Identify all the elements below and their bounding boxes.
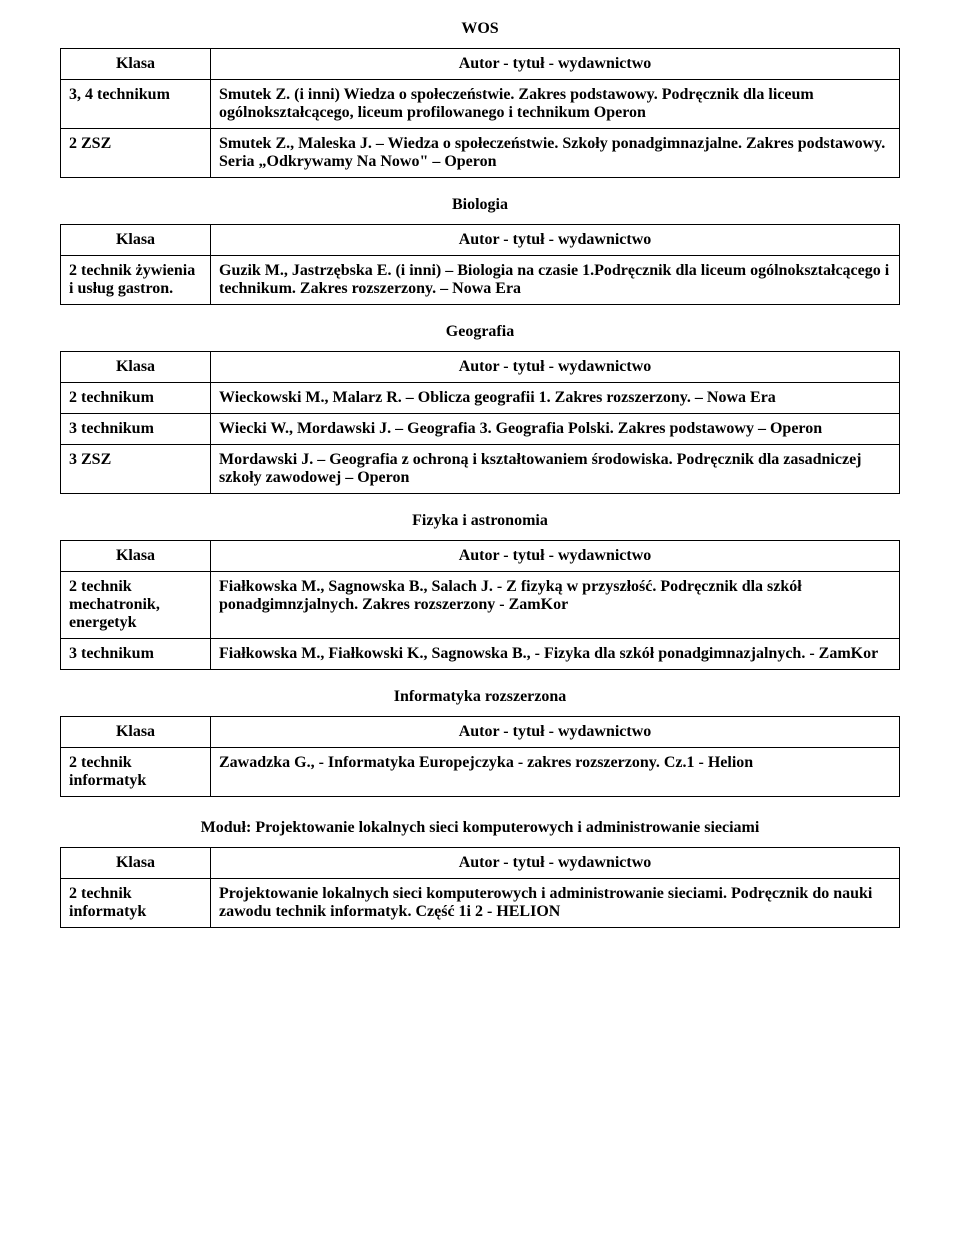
cell-klasa: 2 technikum <box>61 383 211 414</box>
header-klasa: Klasa <box>61 352 211 383</box>
cell-content: Projektowanie lokalnych sieci komputerow… <box>211 879 900 928</box>
biologia-table: Klasa Autor - tytuł - wydawnictwo 2 tech… <box>60 224 900 305</box>
cell-klasa: 2 technik żywienia i usług gastron. <box>61 256 211 305</box>
table-row: 2 technik żywienia i usług gastron. Guzi… <box>61 256 900 305</box>
table-row: 2 technik mechatronik, energetyk Fiałkow… <box>61 572 900 639</box>
table-row: 3 technikum Fiałkowska M., Fiałkowski K.… <box>61 639 900 670</box>
table-row: 3 technikum Wiecki W., Mordawski J. – Ge… <box>61 414 900 445</box>
header-autor: Autor - tytuł - wydawnictwo <box>211 49 900 80</box>
table-header-row: Klasa Autor - tytuł - wydawnictwo <box>61 717 900 748</box>
section-title-biologia: Biologia <box>60 196 900 214</box>
header-autor: Autor - tytuł - wydawnictwo <box>211 225 900 256</box>
cell-klasa: 3 technikum <box>61 414 211 445</box>
header-autor: Autor - tytuł - wydawnictwo <box>211 541 900 572</box>
fizyka-table: Klasa Autor - tytuł - wydawnictwo 2 tech… <box>60 540 900 670</box>
informatyka-table: Klasa Autor - tytuł - wydawnictwo 2 tech… <box>60 716 900 797</box>
section-title-geografia: Geografia <box>60 323 900 341</box>
cell-content: Fiałkowska M., Fiałkowski K., Sagnowska … <box>211 639 900 670</box>
header-autor: Autor - tytuł - wydawnictwo <box>211 848 900 879</box>
table-row: 3 ZSZ Mordawski J. – Geografia z ochroną… <box>61 445 900 494</box>
table-header-row: Klasa Autor - tytuł - wydawnictwo <box>61 49 900 80</box>
cell-klasa: 2 ZSZ <box>61 129 211 178</box>
section-title-modul: Moduł: Projektowanie lokalnych sieci kom… <box>60 819 900 837</box>
cell-content: Fiałkowska M., Sagnowska B., Salach J. -… <box>211 572 900 639</box>
wos-table: Klasa Autor - tytuł - wydawnictwo 3, 4 t… <box>60 48 900 178</box>
table-row: 2 technik informatyk Zawadzka G., - Info… <box>61 748 900 797</box>
section-title-informatyka: Informatyka rozszerzona <box>60 688 900 706</box>
header-autor: Autor - tytuł - wydawnictwo <box>211 352 900 383</box>
cell-content: Mordawski J. – Geografia z ochroną i ksz… <box>211 445 900 494</box>
cell-klasa: 2 technik informatyk <box>61 879 211 928</box>
table-header-row: Klasa Autor - tytuł - wydawnictwo <box>61 541 900 572</box>
modul-table: Klasa Autor - tytuł - wydawnictwo 2 tech… <box>60 847 900 928</box>
header-klasa: Klasa <box>61 541 211 572</box>
header-klasa: Klasa <box>61 848 211 879</box>
header-autor: Autor - tytuł - wydawnictwo <box>211 717 900 748</box>
table-header-row: Klasa Autor - tytuł - wydawnictwo <box>61 225 900 256</box>
cell-content: Smutek Z., Maleska J. – Wiedza o społecz… <box>211 129 900 178</box>
section-title-fizyka: Fizyka i astronomia <box>60 512 900 530</box>
cell-content: Guzik M., Jastrzębska E. (i inni) – Biol… <box>211 256 900 305</box>
section-title-wos: WOS <box>60 20 900 38</box>
cell-klasa: 2 technik informatyk <box>61 748 211 797</box>
cell-klasa: 3, 4 technikum <box>61 80 211 129</box>
table-row: 2 technikum Wieckowski M., Malarz R. – O… <box>61 383 900 414</box>
table-header-row: Klasa Autor - tytuł - wydawnictwo <box>61 848 900 879</box>
cell-content: Wieckowski M., Malarz R. – Oblicza geogr… <box>211 383 900 414</box>
cell-content: Zawadzka G., - Informatyka Europejczyka … <box>211 748 900 797</box>
cell-klasa: 2 technik mechatronik, energetyk <box>61 572 211 639</box>
header-klasa: Klasa <box>61 717 211 748</box>
cell-klasa: 3 ZSZ <box>61 445 211 494</box>
cell-content: Wiecki W., Mordawski J. – Geografia 3. G… <box>211 414 900 445</box>
header-klasa: Klasa <box>61 225 211 256</box>
table-row: 2 ZSZ Smutek Z., Maleska J. – Wiedza o s… <box>61 129 900 178</box>
header-klasa: Klasa <box>61 49 211 80</box>
table-row: 3, 4 technikum Smutek Z. (i inni) Wiedza… <box>61 80 900 129</box>
cell-content: Smutek Z. (i inni) Wiedza o społeczeństw… <box>211 80 900 129</box>
geografia-table: Klasa Autor - tytuł - wydawnictwo 2 tech… <box>60 351 900 494</box>
table-header-row: Klasa Autor - tytuł - wydawnictwo <box>61 352 900 383</box>
table-row: 2 technik informatyk Projektowanie lokal… <box>61 879 900 928</box>
cell-klasa: 3 technikum <box>61 639 211 670</box>
